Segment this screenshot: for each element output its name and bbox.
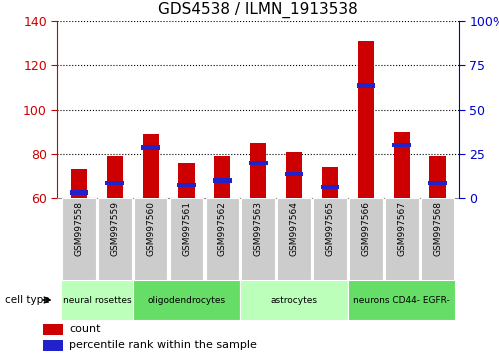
Text: GSM997566: GSM997566 — [361, 201, 370, 256]
FancyBboxPatch shape — [313, 198, 347, 280]
Bar — [43, 324, 62, 335]
Bar — [179, 163, 195, 198]
Text: percentile rank within the sample: percentile rank within the sample — [69, 340, 257, 350]
Bar — [322, 167, 338, 198]
FancyBboxPatch shape — [242, 198, 275, 280]
Bar — [71, 170, 87, 198]
Title: GDS4538 / ILMN_1913538: GDS4538 / ILMN_1913538 — [158, 2, 358, 18]
FancyBboxPatch shape — [61, 280, 133, 320]
Text: GSM997561: GSM997561 — [182, 201, 191, 256]
FancyBboxPatch shape — [206, 198, 239, 280]
Text: GSM997564: GSM997564 — [289, 201, 298, 256]
Text: GSM997568: GSM997568 — [433, 201, 442, 256]
FancyBboxPatch shape — [62, 198, 96, 280]
Text: GSM997563: GSM997563 — [253, 201, 263, 256]
Bar — [141, 145, 160, 150]
FancyBboxPatch shape — [277, 198, 311, 280]
Text: astrocytes: astrocytes — [270, 296, 317, 304]
Text: cell type: cell type — [5, 295, 49, 305]
Bar — [394, 132, 410, 198]
Bar — [428, 181, 447, 185]
FancyBboxPatch shape — [385, 198, 419, 280]
Text: count: count — [69, 324, 101, 334]
Bar — [105, 181, 124, 185]
Bar — [357, 83, 375, 88]
Bar — [286, 152, 302, 198]
Bar — [321, 185, 339, 189]
Text: oligodendrocytes: oligodendrocytes — [147, 296, 226, 304]
FancyBboxPatch shape — [133, 280, 241, 320]
FancyBboxPatch shape — [134, 198, 168, 280]
Bar — [392, 143, 411, 147]
Bar — [213, 178, 232, 183]
FancyBboxPatch shape — [349, 198, 383, 280]
Text: GSM997562: GSM997562 — [218, 201, 227, 256]
Bar — [249, 161, 267, 165]
FancyBboxPatch shape — [241, 280, 348, 320]
Text: GSM997560: GSM997560 — [146, 201, 155, 256]
Text: neurons CD44- EGFR-: neurons CD44- EGFR- — [353, 296, 450, 304]
Text: GSM997558: GSM997558 — [74, 201, 83, 256]
Bar — [70, 190, 88, 195]
Bar — [143, 134, 159, 198]
Text: neural rosettes: neural rosettes — [62, 296, 131, 304]
Bar — [214, 156, 231, 198]
Bar — [250, 143, 266, 198]
Bar — [107, 156, 123, 198]
FancyBboxPatch shape — [170, 198, 204, 280]
Bar — [285, 172, 303, 176]
FancyBboxPatch shape — [348, 280, 456, 320]
Text: GSM997565: GSM997565 — [325, 201, 334, 256]
Bar — [358, 41, 374, 198]
FancyBboxPatch shape — [98, 198, 132, 280]
FancyBboxPatch shape — [421, 198, 455, 280]
Text: GSM997559: GSM997559 — [110, 201, 119, 256]
Bar — [430, 156, 446, 198]
Bar — [177, 183, 196, 187]
Text: GSM997567: GSM997567 — [397, 201, 406, 256]
Bar — [43, 340, 62, 351]
